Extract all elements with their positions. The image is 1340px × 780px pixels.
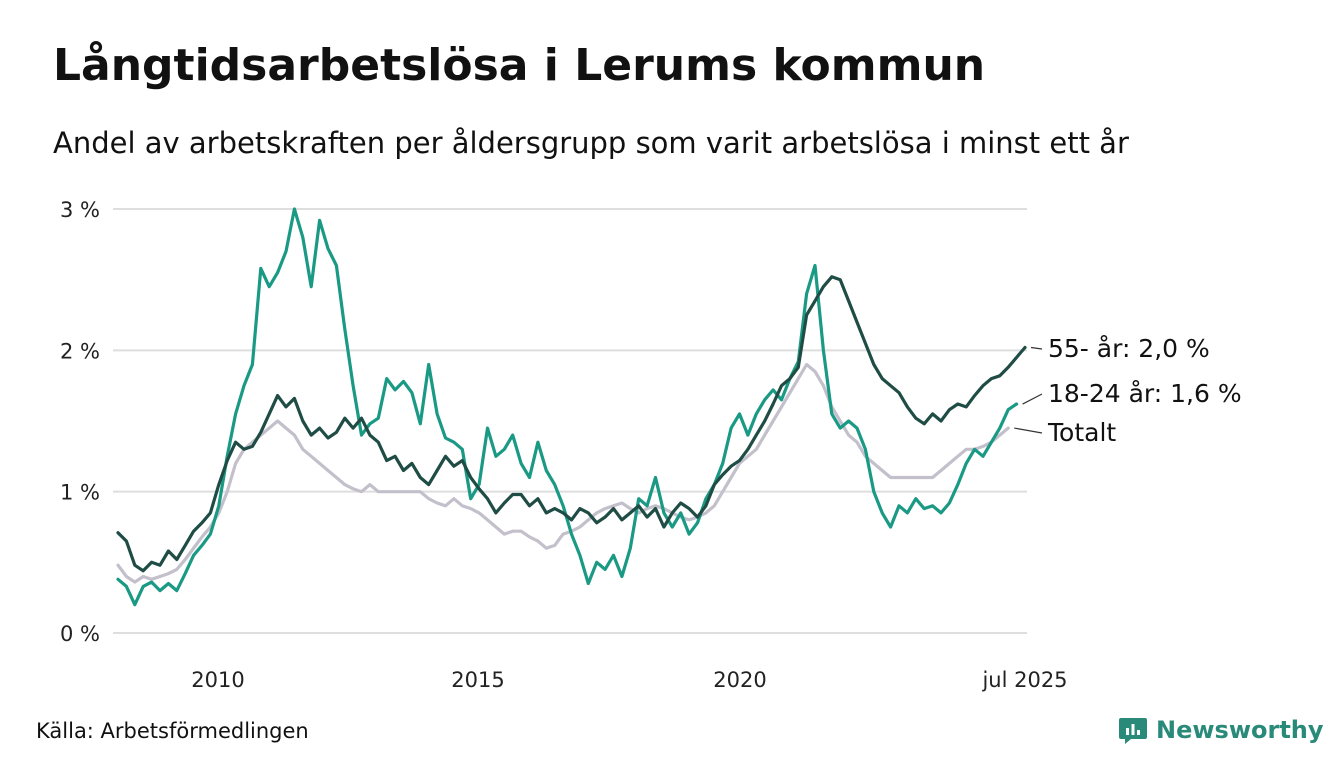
- brand-logo: Newsworthy: [1118, 712, 1324, 748]
- y-tick-label: 0 %: [60, 622, 100, 646]
- end-label-leader: [1030, 346, 1043, 350]
- end-label-leader: [1014, 427, 1043, 434]
- series-line-1: [116, 207, 1019, 607]
- chart-title: Långtidsarbetslösa i Lerums kommun: [53, 40, 986, 91]
- brand-name: Newsworthy: [1156, 716, 1324, 744]
- chart-subtitle: Andel av arbetskraften per åldersgrupp s…: [53, 126, 1129, 160]
- line-chart: 0 % 1 % 2 % 3 % 2010 2015 2020 jul 2025 55- år: …: [60, 198, 1242, 692]
- y-tick-label: 2 %: [60, 339, 100, 363]
- x-tick-label: 2015: [451, 668, 504, 692]
- end-label-leader: [1022, 393, 1043, 405]
- end-label: 55- år: 2,0 %: [1048, 334, 1210, 363]
- x-tick-label: jul 2025: [981, 668, 1067, 692]
- end-label: 18-24 år: 1,6 %: [1048, 379, 1242, 408]
- source-note: Källa: Arbetsförmedlingen: [36, 719, 309, 743]
- x-tick-label: 2020: [713, 668, 766, 692]
- end-label: Totalt: [1047, 418, 1116, 447]
- x-tick-label: 2010: [191, 668, 244, 692]
- newsworthy-logo-icon: [1119, 718, 1147, 744]
- series-line-0: [116, 275, 1027, 573]
- y-tick-label: 1 %: [60, 481, 100, 505]
- series-line-2: [116, 362, 1010, 584]
- y-tick-label: 3 %: [60, 198, 100, 222]
